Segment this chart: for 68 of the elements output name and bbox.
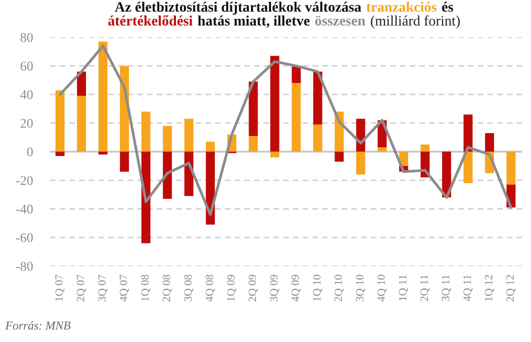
bar [270,152,280,158]
x-tick-label: 3Q 10 [356,274,366,302]
y-tick-label: -40 [16,204,33,214]
y-tick-label: -80 [16,262,33,271]
x-tick-label: 3Q 07 [98,274,108,302]
x-tick-label: 2Q 07 [76,274,86,302]
x-tick-label: 1Q 11 [398,275,408,300]
x-tick-label: 4Q 07 [120,274,129,302]
bar [162,126,172,152]
x-tick-label: 4Q 09 [292,274,301,302]
x-tick-label: 1Q 08 [141,274,150,301]
bar [485,133,494,152]
bar [270,56,280,152]
x-tick-label: 1Q 12 [484,275,494,301]
x-tick-label: 2Q 11 [420,275,430,301]
x-tick-label: 3Q 08 [184,274,194,302]
chart-subtitle: (milliárd forint) [370,15,460,29]
x-tick-label: 2Q 12 [506,275,516,302]
bar [56,90,65,152]
x-tick-label: 1Q 09 [227,274,236,301]
text: hatás miatt, illetve [198,16,310,28]
x-tick-label: 4Q 11 [463,275,473,302]
bar [76,96,86,152]
bar [141,112,150,152]
y-tick-label: -60 [16,233,33,242]
y-tick-label: 40 [20,90,33,100]
bar [248,136,258,152]
bar [313,72,322,125]
chart-title: Az életbiztosítási díjtartalékok változása [114,2,362,15]
bar [464,152,473,184]
bar [98,152,108,155]
x-tick-label: 2Q 09 [248,274,258,302]
bar [76,72,86,96]
line-series [58,44,512,216]
bar [420,144,430,152]
x-tick-label: 1Q 10 [313,274,322,301]
text: átértékelődési [108,15,193,26]
bar [292,66,301,84]
x-tick-label: 3Q 09 [270,274,280,302]
text: összesen [315,16,366,26]
y-tick-label: 60 [20,62,33,71]
text: és [442,2,454,12]
bar [334,152,344,162]
y-tick-label: 80 [20,33,33,42]
bar [248,82,258,136]
bar [378,147,387,152]
text: tranzakciós [366,2,436,12]
x-tick-label: 4Q 08 [206,274,215,302]
bar [206,142,215,152]
y-tick-label: -20 [16,176,33,185]
y-tick-label: 0 [27,147,33,156]
bar [506,152,516,185]
bar [313,124,322,152]
x-tick-label: 2Q 10 [334,274,344,302]
bar [184,118,194,152]
x-tick-label: 1Q 07 [55,274,64,301]
bar [464,114,473,152]
bar [356,152,366,175]
bar [292,83,301,152]
x-tick-label: 2Q 08 [162,274,172,302]
y-tick-label: 20 [20,118,33,128]
bar [56,152,65,156]
bar [162,152,172,199]
x-tick-label: 4Q 10 [377,274,387,302]
bar [98,42,108,152]
x-tick-label: 3Q 11 [442,275,452,301]
text: Forrás: MNB [5,321,70,330]
bar [120,152,129,172]
